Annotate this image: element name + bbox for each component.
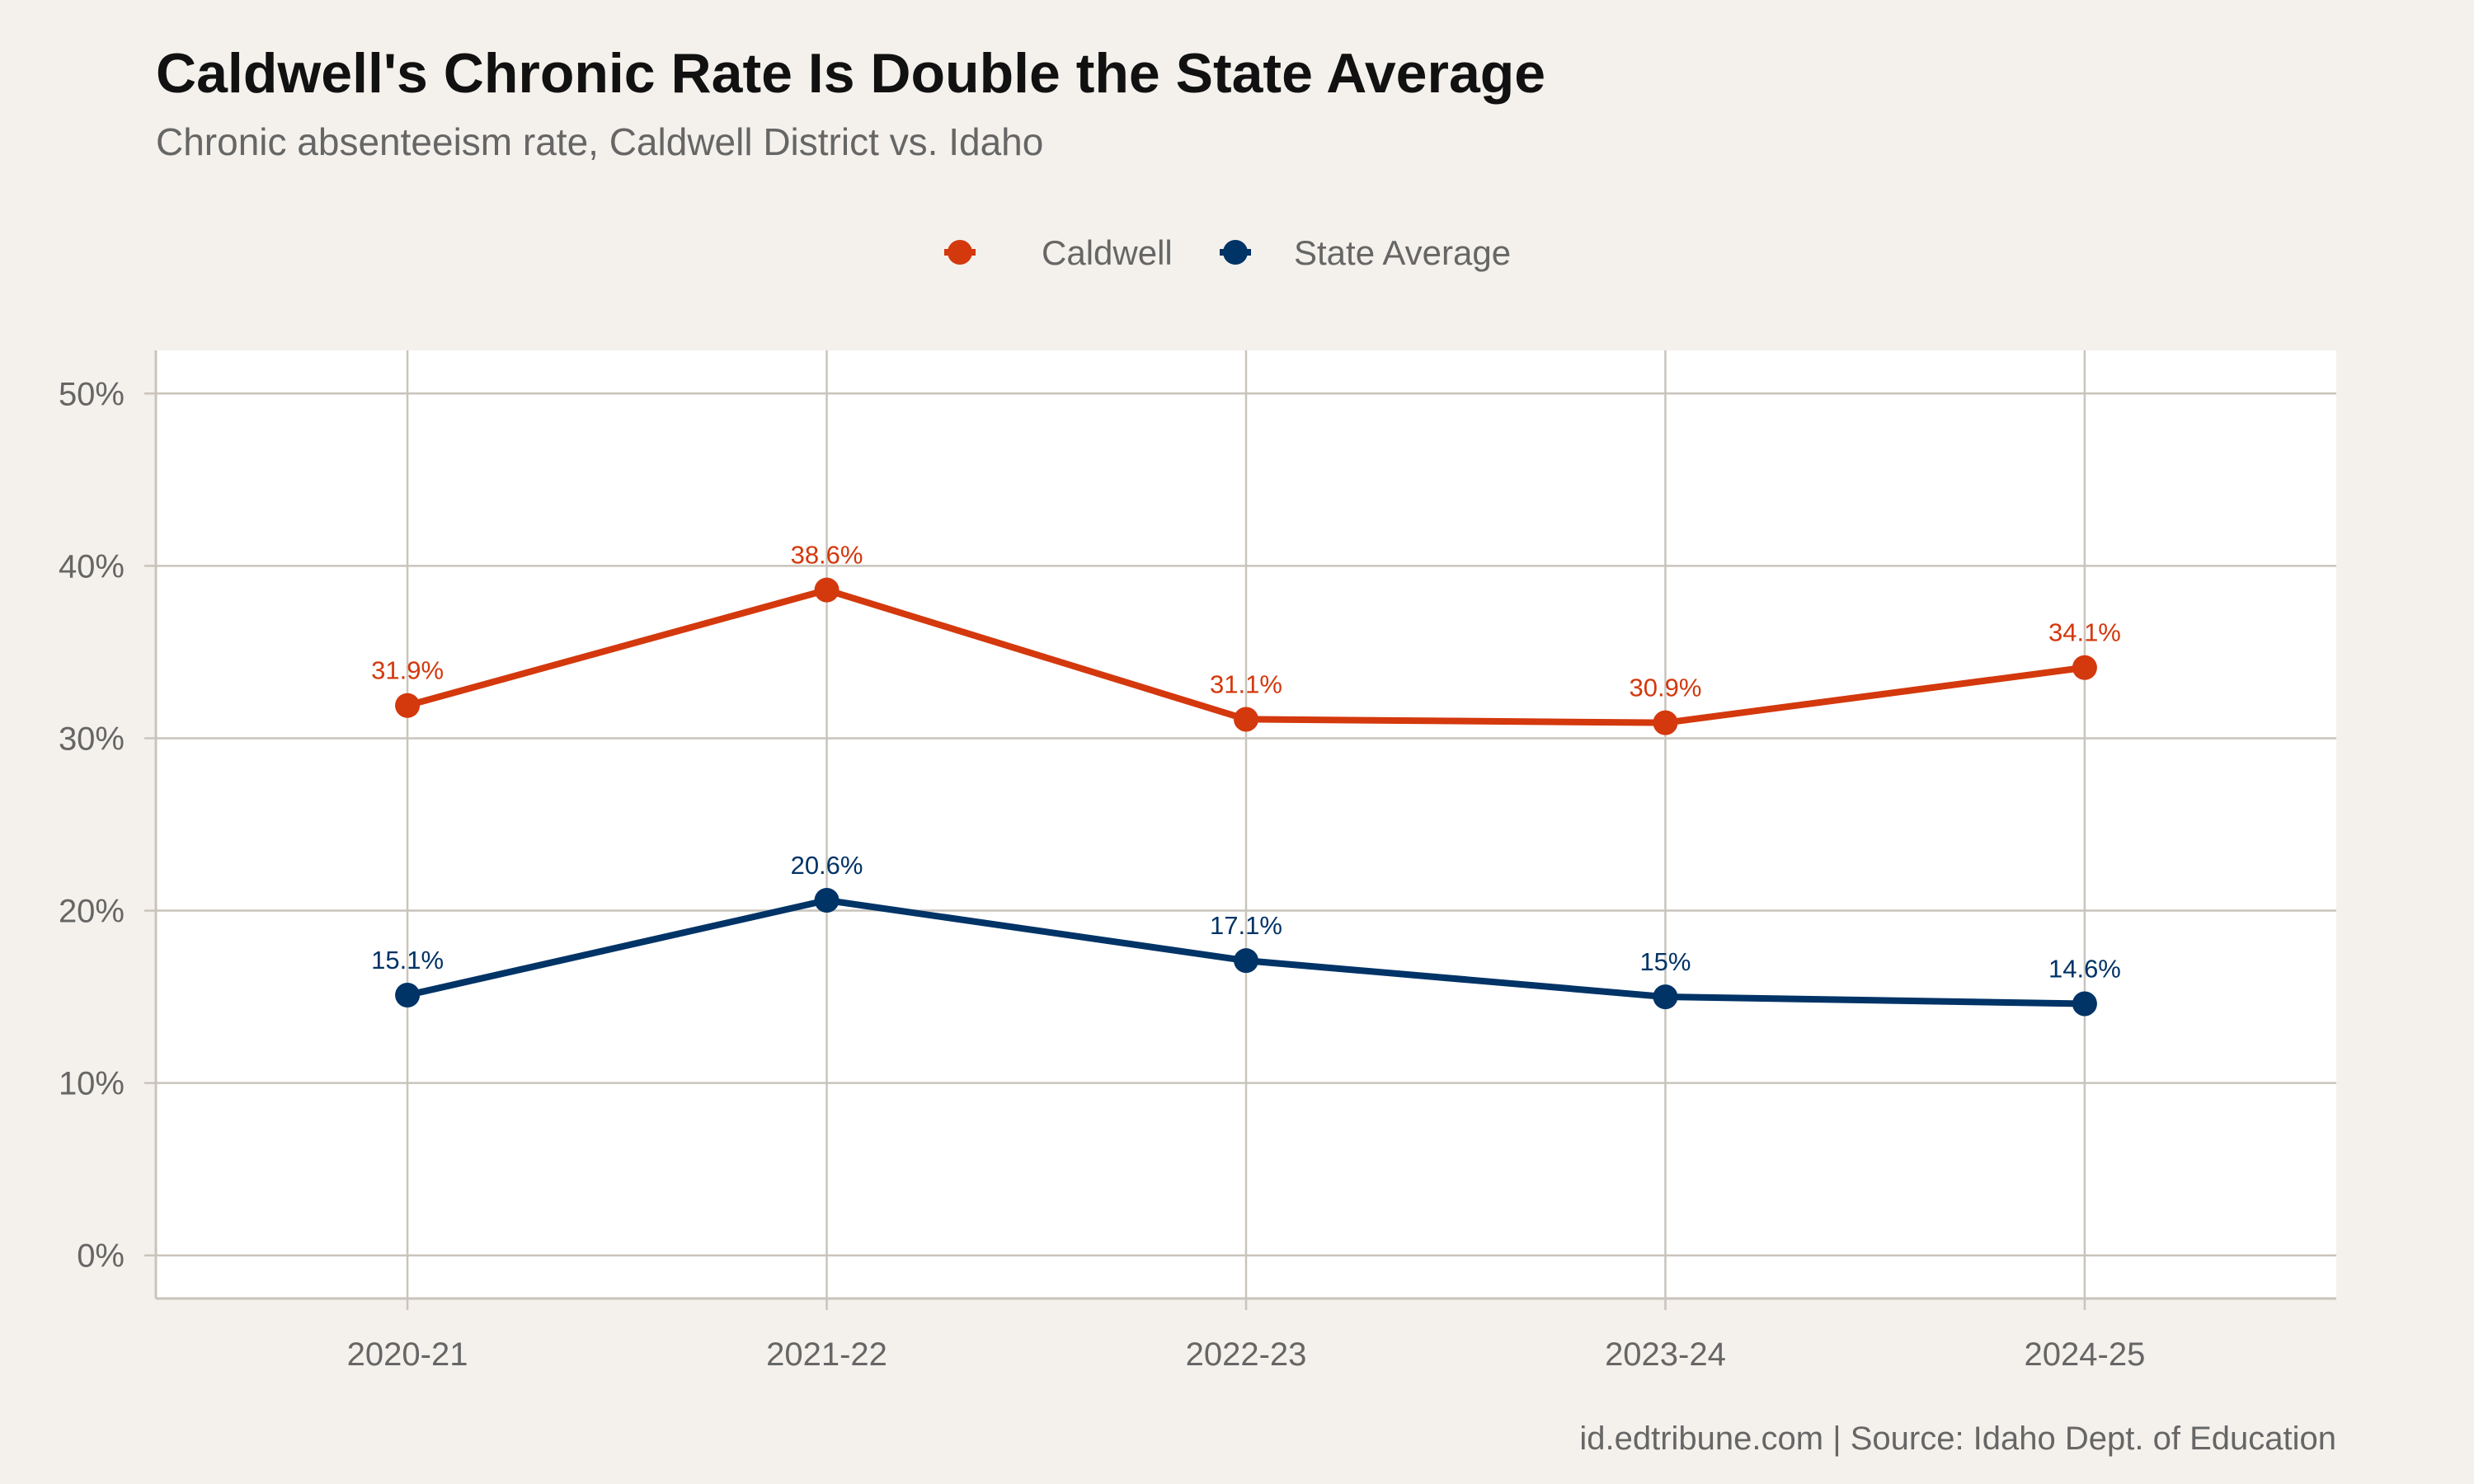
axes: 0% 10% 20% 30% 40% 50% 2020-21 2021-22 2022-23 20… <box>59 350 2336 1373</box>
data-label: 38.6% <box>791 541 863 570</box>
y-tick-label: 40% <box>59 548 125 585</box>
data-point <box>814 888 840 913</box>
data-point <box>814 577 840 603</box>
y-tick-label: 10% <box>59 1066 125 1102</box>
y-tick-label: 30% <box>59 721 125 757</box>
y-tick-label: 20% <box>59 894 125 930</box>
legend-key-point <box>1223 240 1248 265</box>
x-tick-label: 2021-22 <box>766 1336 887 1373</box>
x-tick-label: 2024-25 <box>2025 1336 2146 1373</box>
data-label: 17.1% <box>1210 911 1282 940</box>
data-point <box>1653 710 1678 735</box>
legend: Caldwell State Average <box>944 233 1511 272</box>
data-label: 31.9% <box>371 656 444 685</box>
data-label: 15.1% <box>371 946 444 974</box>
data-point <box>1234 948 1258 974</box>
data-point <box>1234 707 1258 732</box>
legend-label: Caldwell <box>1042 233 1173 272</box>
series-caldwell: 31.9% 38.6% 31.1% 30.9% 34.1% <box>371 541 2121 735</box>
data-label: 20.6% <box>791 851 863 880</box>
data-point <box>1653 984 1678 1010</box>
y-tick-label: 50% <box>59 376 125 412</box>
y-tick-label: 0% <box>77 1238 125 1275</box>
data-label: 15% <box>1639 947 1691 976</box>
data-point <box>2072 655 2097 680</box>
chart-subtitle: Chronic absenteeism rate, Caldwell Distr… <box>156 120 1043 163</box>
legend-item: State Average <box>1220 233 1511 272</box>
series-state-average: 15.1% 20.6% 17.1% 15% 14.6% <box>371 851 2121 1017</box>
data-label: 14.6% <box>2048 954 2121 983</box>
chart-title: Caldwell's Chronic Rate Is Double the St… <box>156 42 1545 105</box>
legend-label: State Average <box>1294 233 1511 272</box>
data-point <box>2072 991 2097 1017</box>
data-point <box>395 693 421 718</box>
x-tick-label: 2022-23 <box>1186 1336 1307 1373</box>
legend-item: Caldwell <box>944 233 1173 272</box>
data-label: 31.1% <box>1210 669 1282 698</box>
legend-key-point <box>948 240 972 265</box>
data-label: 30.9% <box>1630 674 1702 702</box>
data-point <box>395 983 421 1007</box>
grid <box>156 350 2336 1298</box>
series: 31.9% 38.6% 31.1% 30.9% 34.1% 15.1% 20.6% 17.1%… <box>371 541 2121 1017</box>
x-tick-label: 2023-24 <box>1605 1336 1726 1373</box>
x-tick-label: 2020-21 <box>347 1336 468 1373</box>
data-label: 34.1% <box>2048 618 2121 647</box>
chart-caption: id.edtribune.com | Source: Idaho Dept. o… <box>1579 1421 2336 1457</box>
